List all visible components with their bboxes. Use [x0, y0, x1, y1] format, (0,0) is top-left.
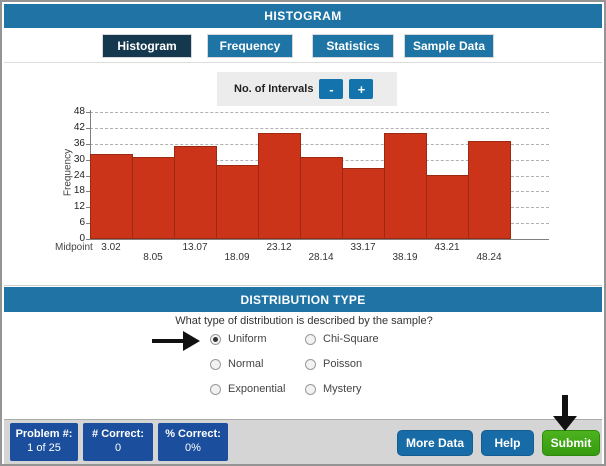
- tab-histogram-label: Histogram: [117, 39, 177, 53]
- tab-statistics-label: Statistics: [326, 39, 380, 53]
- app-title-bar: HISTOGRAM: [4, 4, 602, 28]
- radio-option-uniform[interactable]: Uniform: [210, 333, 267, 345]
- y-axis-tick-label: 30: [73, 154, 85, 165]
- y-axis-tick-label: 18: [73, 185, 85, 196]
- histogram-bar: [90, 154, 133, 239]
- histogram-bar: [468, 141, 511, 239]
- quiz-question: What type of distribution is described b…: [175, 315, 433, 327]
- histogram-bar: [174, 146, 217, 239]
- y-axis-tick: [86, 191, 90, 192]
- histogram-bar: [384, 133, 427, 239]
- y-axis-tick-label: 48: [73, 106, 85, 117]
- y-axis-tick: [86, 239, 90, 240]
- submit-button[interactable]: Submit: [542, 430, 600, 456]
- radio-button-poisson[interactable]: [305, 358, 316, 370]
- y-axis-tick: [86, 207, 90, 208]
- x-axis-tick-label: 8.05: [143, 252, 163, 263]
- histogram-bar: [300, 157, 343, 239]
- more-data-button[interactable]: More Data: [397, 430, 473, 456]
- num-correct-value: 0: [114, 442, 122, 454]
- distribution-type-header: DISTRIBUTION TYPE: [4, 287, 602, 312]
- percent-correct-value: 0%: [185, 442, 201, 454]
- x-axis-tick-label: 38.19: [392, 252, 418, 263]
- radio-option-chi-square[interactable]: Chi-Square: [305, 333, 379, 345]
- problem-number-box: Problem #: 1 of 25: [10, 423, 78, 461]
- radio-label-exponential: Exponential: [228, 383, 286, 395]
- y-axis-tick: [86, 144, 90, 145]
- radio-label-uniform: Uniform: [228, 333, 267, 345]
- radio-button-exponential[interactable]: [210, 383, 221, 395]
- uniform-pointer-arrow-icon: [183, 331, 200, 351]
- problem-number-label: Problem #:: [15, 428, 73, 440]
- radio-button-chi-square[interactable]: [305, 333, 316, 345]
- histogram-bar: [132, 157, 175, 239]
- submit-pointer-arrow-icon: [553, 416, 577, 431]
- histogram-bar: [342, 168, 385, 239]
- y-axis-tick-label: 12: [73, 201, 85, 212]
- histogram-bar: [216, 165, 259, 239]
- tab-frequency[interactable]: Frequency: [207, 34, 293, 58]
- help-button[interactable]: Help: [481, 430, 534, 456]
- x-axis-tick-label: 23.12: [266, 242, 292, 253]
- tab-statistics[interactable]: Statistics: [312, 34, 394, 58]
- num-correct-label: # Correct:: [92, 428, 144, 440]
- gridline: [90, 144, 549, 145]
- x-axis-tick-label: 28.14: [308, 252, 334, 263]
- y-axis-tick: [86, 160, 90, 161]
- y-axis-tick-label: 42: [73, 122, 85, 133]
- histogram-chart: Frequency Midpoint 0 6 12 18 24 30 36 42 48 3.02 8…: [2, 2, 604, 302]
- radio-button-mystery[interactable]: [305, 383, 316, 395]
- app-title: HISTOGRAM: [264, 9, 342, 23]
- histogram-bar: [258, 133, 301, 239]
- radio-option-exponential[interactable]: Exponential: [210, 383, 286, 395]
- x-axis-title: Midpoint: [55, 242, 93, 253]
- y-axis-tick: [86, 112, 90, 113]
- x-axis-tick-label: 18.09: [224, 252, 250, 263]
- tab-frequency-label: Frequency: [219, 39, 281, 53]
- tab-sample-data[interactable]: Sample Data: [404, 34, 494, 58]
- num-correct-box: # Correct: 0: [83, 423, 153, 461]
- uniform-pointer-arrow-shaft: [152, 339, 183, 343]
- radio-button-uniform[interactable]: [210, 333, 221, 345]
- y-axis-tick: [86, 176, 90, 177]
- y-axis-tick-label: 24: [73, 170, 85, 181]
- section-divider: [4, 285, 602, 286]
- x-axis-tick-label: 33.17: [350, 242, 376, 253]
- radio-option-normal[interactable]: Normal: [210, 358, 263, 370]
- y-axis-tick: [86, 128, 90, 129]
- radio-label-mystery: Mystery: [323, 383, 362, 395]
- x-axis-tick-label: 3.02: [101, 242, 121, 253]
- decrease-intervals-button[interactable]: -: [319, 79, 344, 99]
- radio-label-normal: Normal: [228, 358, 264, 370]
- radio-button-normal[interactable]: [210, 358, 221, 370]
- x-axis-tick-label: 43.21: [434, 242, 460, 253]
- y-axis-tick-label: 0: [79, 233, 85, 244]
- y-axis-tick-label: 36: [73, 138, 85, 149]
- increase-intervals-button[interactable]: +: [349, 79, 374, 99]
- percent-correct-box: % Correct: 0%: [158, 423, 228, 461]
- y-axis-tick-label: 6: [79, 217, 85, 228]
- problem-number-value: 1 of 25: [27, 442, 61, 454]
- gridline: [90, 112, 549, 113]
- x-axis-tick-label: 48.24: [476, 252, 502, 263]
- percent-correct-label: % Correct:: [165, 428, 221, 440]
- intervals-label: No. of Intervals: [234, 83, 314, 95]
- submit-pointer-arrow-shaft: [562, 395, 568, 416]
- histogram-bar: [426, 175, 469, 239]
- gridline: [90, 128, 549, 129]
- tab-histogram[interactable]: Histogram: [102, 34, 192, 58]
- tabs-divider: [4, 62, 602, 63]
- radio-label-chi-square: Chi-Square: [323, 333, 379, 345]
- x-axis-tick-label: 13.07: [182, 242, 208, 253]
- distribution-type-title: DISTRIBUTION TYPE: [240, 292, 366, 307]
- x-axis-line: [90, 239, 549, 240]
- intervals-control-panel: No. of Intervals - +: [217, 72, 397, 106]
- tab-sample-data-label: Sample Data: [412, 39, 486, 53]
- y-axis-tick: [86, 223, 90, 224]
- radio-option-poisson[interactable]: Poisson: [305, 358, 362, 370]
- radio-option-mystery[interactable]: Mystery: [305, 383, 362, 395]
- radio-label-poisson: Poisson: [323, 358, 363, 370]
